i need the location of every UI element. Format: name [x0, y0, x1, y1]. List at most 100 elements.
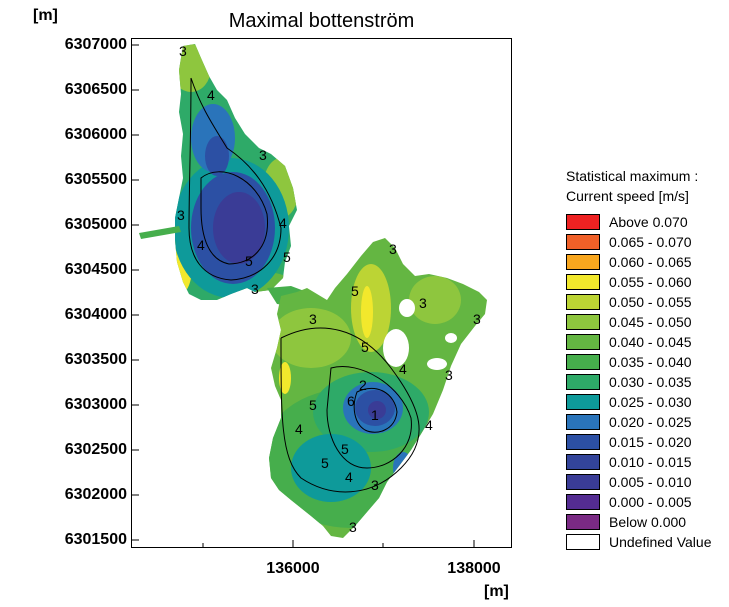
- x-tick-label: 138000: [447, 560, 501, 577]
- legend-swatch: [566, 334, 600, 350]
- legend-item: 0.020 - 0.025: [566, 412, 692, 432]
- legend-item: 0.050 - 0.055: [566, 292, 692, 312]
- legend-item: 0.000 - 0.005: [566, 492, 692, 512]
- contour-labels: 3 4 3 3 4 4 5 5 3 3 3 5 3 3 5 4 3 5 6 1 …: [177, 43, 481, 535]
- legend-label: 0.020 - 0.025: [609, 414, 692, 430]
- legend-subtitle: Current speed [m/s]: [566, 188, 689, 204]
- contour-label: 3: [177, 207, 185, 223]
- legend-label: 0.025 - 0.030: [609, 394, 692, 410]
- legend-swatch: [566, 274, 600, 290]
- y-tick-label: 6306500: [64, 81, 127, 98]
- y-tick-label: 6305500: [64, 171, 127, 188]
- contour-label: 4: [425, 417, 433, 433]
- legend-item: 0.015 - 0.020: [566, 432, 692, 452]
- legend-title: Statistical maximum :: [566, 168, 699, 184]
- legend-label: Below 0.000: [609, 514, 687, 530]
- legend-label: Above 0.070: [609, 214, 688, 230]
- contour-label: 3: [389, 241, 397, 257]
- legend-item: 0.040 - 0.045: [566, 332, 692, 352]
- legend-swatch: [566, 374, 600, 390]
- contour-label: 3: [259, 147, 267, 163]
- island: [383, 329, 409, 367]
- island: [445, 333, 457, 343]
- contour-label: 3: [349, 519, 357, 535]
- legend-label: 0.050 - 0.055: [609, 294, 692, 310]
- legend-label: 0.000 - 0.005: [609, 494, 692, 510]
- y-axis-unit: [m]: [33, 7, 58, 24]
- legend-swatch: [566, 474, 600, 490]
- contour-label: 4: [345, 469, 353, 485]
- legend-item: 0.035 - 0.040: [566, 352, 692, 372]
- island: [399, 299, 415, 317]
- contour-label: 3: [445, 367, 453, 383]
- legend-item: 0.045 - 0.050: [566, 312, 692, 332]
- legend-items: Above 0.070 0.065 - 0.070 0.060 - 0.065 0.0…: [566, 212, 729, 557]
- contour-label: 4: [399, 361, 407, 377]
- contour-label: 5: [245, 253, 253, 269]
- legend-swatch: [566, 514, 600, 530]
- legend-item: Undefined Value: [566, 532, 711, 552]
- contour-label: 5: [351, 283, 359, 299]
- legend-swatch: [566, 214, 600, 230]
- legend-item: 0.030 - 0.035: [566, 372, 692, 392]
- y-axis-tick-labels: 6307000 6306500 6306000 6305500 6305000 63045…: [0, 0, 130, 560]
- legend-label: 0.015 - 0.020: [609, 434, 692, 450]
- legend-swatch: [566, 314, 600, 330]
- contour-label: 5: [341, 441, 349, 457]
- contour-label: 5: [361, 339, 369, 355]
- y-tick-label: 6304000: [64, 306, 127, 323]
- legend-swatch: [566, 494, 600, 510]
- legend-label: 0.055 - 0.060: [609, 274, 692, 290]
- y-tick-label: 6306000: [64, 126, 127, 143]
- legend-swatch: [566, 234, 600, 250]
- legend-swatch: [566, 534, 600, 550]
- map-plot: 3 4 3 3 4 4 5 5 3 3 3 5 3 3 5 4 3 5 6 1 …: [131, 38, 512, 548]
- legend-item: Above 0.070: [566, 212, 688, 232]
- contour-label: 5: [321, 455, 329, 471]
- legend: Statistical maximum : Current speed [m/s…: [566, 166, 729, 557]
- contour-label: 3: [371, 477, 379, 493]
- y-tick-label: 6305000: [64, 216, 127, 233]
- legend-item: 0.055 - 0.060: [566, 272, 692, 292]
- contour-label: 5: [309, 397, 317, 413]
- contour-label: 2: [359, 377, 367, 393]
- island: [427, 358, 447, 370]
- legend-swatch: [566, 394, 600, 410]
- contour-label: 4: [207, 87, 215, 103]
- contour-label: 4: [279, 215, 287, 231]
- y-tick-label: 6304500: [64, 261, 127, 278]
- y-tick-label: 6302000: [64, 486, 127, 503]
- legend-item: 0.065 - 0.070: [566, 232, 692, 252]
- contour-label: 3: [473, 311, 481, 327]
- y-tick-label: 6303500: [64, 351, 127, 368]
- x-axis-ticks: [202, 540, 475, 548]
- legend-swatch: [566, 254, 600, 270]
- legend-label: 0.030 - 0.035: [609, 374, 692, 390]
- legend-item: 0.060 - 0.065: [566, 252, 692, 272]
- contour-label: 6: [347, 393, 355, 409]
- legend-item: Below 0.000: [566, 512, 686, 532]
- y-tick-label: 6303000: [64, 396, 127, 413]
- legend-label: 0.040 - 0.045: [609, 334, 692, 350]
- contour-label: 1: [371, 407, 379, 423]
- legend-swatch: [566, 434, 600, 450]
- legend-item: 0.005 - 0.010: [566, 472, 692, 492]
- legend-swatch: [566, 414, 600, 430]
- x-axis-unit: [m]: [484, 583, 509, 600]
- contour-label: 3: [179, 43, 187, 59]
- south-basin: [269, 238, 487, 538]
- contour-label: 3: [251, 281, 259, 297]
- contour-label: 4: [197, 237, 205, 253]
- contour-label: 3: [419, 295, 427, 311]
- contour-label: 4: [295, 421, 303, 437]
- legend-item: 0.010 - 0.015: [566, 452, 692, 472]
- y-axis-ticks: [131, 44, 139, 541]
- legend-item: 0.025 - 0.030: [566, 392, 692, 412]
- legend-label: 0.045 - 0.050: [609, 314, 692, 330]
- legend-label: 0.060 - 0.065: [609, 254, 692, 270]
- x-tick-label: 136000: [266, 560, 320, 577]
- contour-label: 3: [309, 311, 317, 327]
- legend-label: Undefined Value: [609, 534, 712, 550]
- legend-swatch: [566, 454, 600, 470]
- legend-swatch: [566, 354, 600, 370]
